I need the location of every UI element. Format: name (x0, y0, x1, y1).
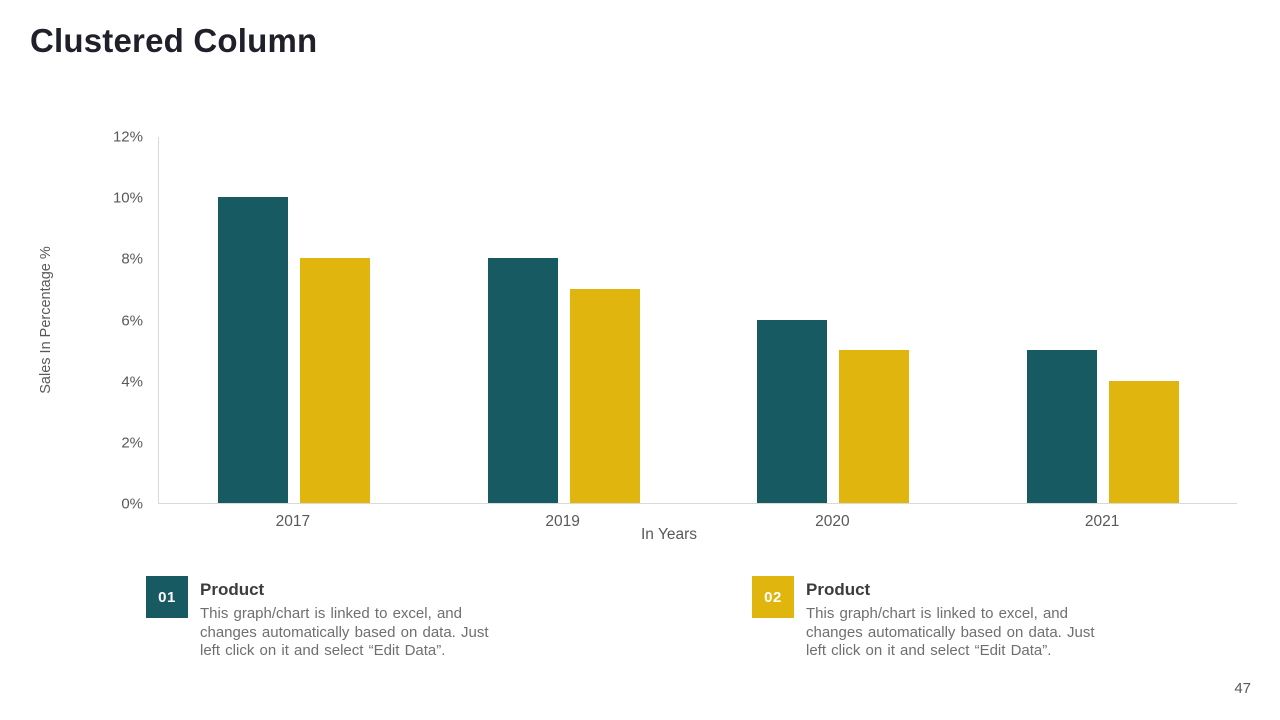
page-title: Clustered Column (30, 22, 318, 59)
legend-number-02: 02 (764, 588, 782, 606)
x-axis-title: In Years (640, 526, 698, 543)
x-tick-label: 2019 (545, 513, 580, 530)
legend-title-02: Product (806, 580, 871, 599)
bar-product-02-2017 (299, 258, 370, 503)
x-tick-label: 2017 (275, 513, 311, 530)
bar-product-02-2021 (1109, 380, 1180, 503)
chart-plot-area (158, 137, 1237, 504)
bar-product-02-2019 (569, 288, 640, 503)
page-number: 47 (1234, 680, 1251, 697)
legend-title-01: Product (200, 580, 265, 599)
y-tick-label: 10% (112, 189, 143, 207)
y-tick-label: 12% (112, 128, 143, 146)
bar-product-01-2021 (1027, 350, 1098, 503)
y-tick-label: 6% (121, 312, 143, 329)
bar-product-01-2017 (217, 197, 288, 503)
y-axis-ticks: 0% 2% 4% 6% 8% 10% 12% (0, 130, 143, 512)
legend-text-01: Product This graph/chart is linked to ex… (200, 580, 530, 661)
legend-number-01: 01 (158, 588, 176, 606)
legend-text-02: Product This graph/chart is linked to ex… (806, 580, 1136, 661)
legend-swatch-02: 02 (752, 576, 794, 618)
y-tick-label: 2% (121, 434, 143, 452)
x-tick-label: 2020 (815, 513, 850, 530)
bar-product-02-2020 (839, 350, 910, 503)
y-tick-label: 8% (121, 250, 143, 268)
legend-description-02: This graph/chart is linked to excel, and… (806, 605, 1095, 660)
legend-description-01: This graph/chart is linked to excel, and… (200, 605, 489, 660)
x-tick-label: 2021 (1084, 513, 1120, 530)
bar-product-01-2019 (487, 258, 558, 503)
y-tick-label: 0% (121, 495, 143, 513)
y-tick-label: 4% (121, 373, 143, 391)
legend-swatch-01: 01 (146, 576, 188, 618)
bar-product-01-2020 (757, 319, 828, 503)
